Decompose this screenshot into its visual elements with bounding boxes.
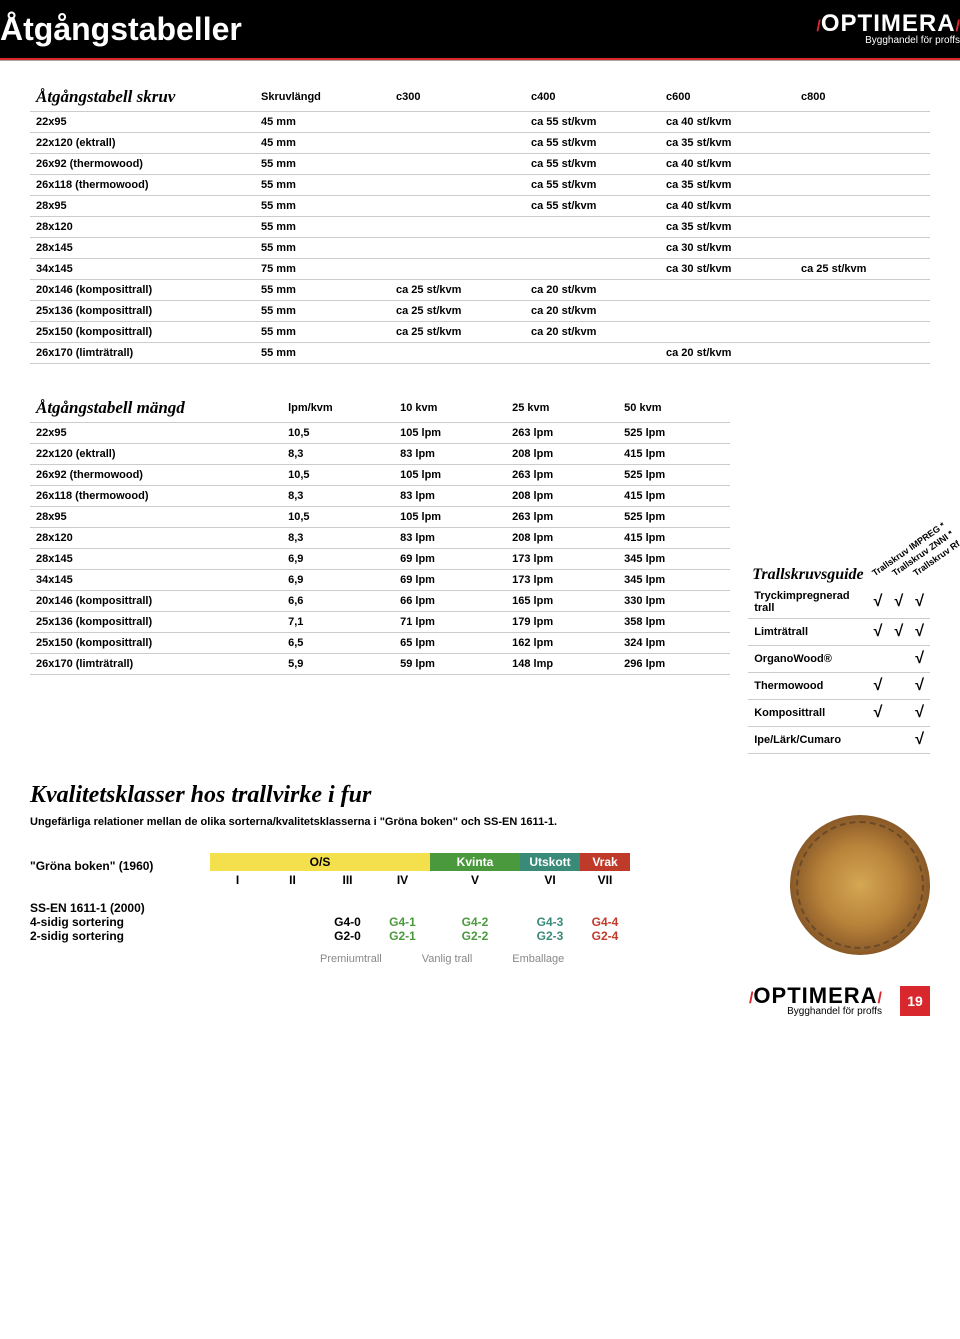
page-footer: /OPTIMERA/ Bygghandel för proffs 19 — [30, 985, 930, 1017]
table-row: 28x9510,5105 lpm263 lpm525 lpm — [30, 507, 730, 528]
table-row: 22x120 (ektrall)8,383 lpm208 lpm415 lpm — [30, 444, 730, 465]
screw-guide: TrallskruvsguideTrallskruv IMPREG *Trall… — [748, 394, 930, 754]
grona-label: "Gröna boken" (1960) — [30, 859, 210, 873]
cert-stamp-icon — [790, 815, 930, 955]
table-row: 28x1456,969 lpm173 lpm345 lpm — [30, 549, 730, 570]
page-title: Åtgångstabeller — [0, 11, 242, 48]
table-row: 25x136 (komposittrall)7,171 lpm179 lpm35… — [30, 612, 730, 633]
table-row: 26x170 (limträtrall)55 mmca 20 st/kvm — [30, 343, 930, 364]
table-row: 25x150 (komposittrall)6,565 lpm162 lpm32… — [30, 633, 730, 654]
page-number: 19 — [900, 986, 930, 1016]
table-row: 20x146 (komposittrall)6,666 lpm165 lpm33… — [30, 591, 730, 612]
page-header: Åtgångstabeller /OPTIMERA/ Bygghandel fö… — [0, 0, 960, 58]
table-row: 34x1456,969 lpm173 lpm345 lpm — [30, 570, 730, 591]
table-row: 20x146 (komposittrall)55 mmca 25 st/kvmc… — [30, 280, 930, 301]
roman-row: IIIIIIIVVVIVII — [210, 873, 630, 887]
table-row: 22x9510,5105 lpm263 lpm525 lpm — [30, 423, 730, 444]
quality-section: Kvalitetsklasser hos trallvirke i fur Un… — [30, 782, 930, 965]
guide-row: Tryckimpregnerad trall√√√ — [748, 586, 930, 619]
table-row: 26x118 (thermowood)8,383 lpm208 lpm415 l… — [30, 486, 730, 507]
guide-row: Ipe/Lärk/Cumaro√ — [748, 727, 930, 754]
guide-row: Thermowood√√ — [748, 673, 930, 700]
table-row: 28x9555 mmca 55 st/kvmca 40 st/kvm — [30, 196, 930, 217]
screw-table: Åtgångstabell skruvSkruvlängdc300c400c60… — [30, 83, 930, 364]
table-row: 25x150 (komposittrall)55 mmca 25 st/kvmc… — [30, 322, 930, 343]
table-row: 28x12055 mmca 35 st/kvm — [30, 217, 930, 238]
table-row: 25x136 (komposittrall)55 mmca 25 st/kvmc… — [30, 301, 930, 322]
slash-icon: / — [878, 990, 882, 1007]
slash-icon: / — [956, 18, 960, 35]
table-row: 28x14555 mmca 30 st/kvm — [30, 238, 930, 259]
table-row: 26x118 (thermowood)55 mmca 55 st/kvmca 3… — [30, 175, 930, 196]
amount-table: Åtgångstabell mängdlpm/kvm10 kvm25 kvm50… — [30, 394, 730, 675]
table-row: 26x92 (thermowood)10,5105 lpm263 lpm525 … — [30, 465, 730, 486]
table-row: 26x92 (thermowood)55 mmca 55 st/kvmca 40… — [30, 154, 930, 175]
ssen-label: SS-EN 1611-1 (2000) — [30, 901, 210, 915]
table-row: 22x9545 mmca 55 st/kvmca 40 st/kvm — [30, 112, 930, 133]
guide-row: OrganoWood®√ — [748, 646, 930, 673]
brand-logo: /OPTIMERA/ Bygghandel för proffs — [816, 12, 960, 46]
quality-subtitle: Ungefärliga relationer mellan de olika s… — [30, 815, 770, 829]
table-row: 22x120 (ektrall)45 mmca 55 st/kvmca 35 s… — [30, 133, 930, 154]
guide-row: Limträtrall√√√ — [748, 619, 930, 646]
guide-row: Komposittrall√√ — [748, 700, 930, 727]
bottom-labels: PremiumtrallVanlig trallEmballage — [320, 953, 564, 965]
table-row: 28x1208,383 lpm208 lpm415 lpm — [30, 528, 730, 549]
quality-title: Kvalitetsklasser hos trallvirke i fur — [30, 782, 930, 809]
grade-bar: O/SKvintaUtskottVrak — [210, 853, 770, 871]
brand-name-footer: OPTIMERA — [753, 983, 877, 1008]
divider-thin — [0, 60, 960, 61]
brand-name: OPTIMERA — [821, 10, 956, 37]
table-row: 34x14575 mmca 30 st/kvmca 25 st/kvm — [30, 259, 930, 280]
brand-tagline: Bygghandel för proffs — [816, 36, 960, 46]
table-row: 26x170 (limträtrall)5,959 lpm148 lmp296 … — [30, 654, 730, 675]
brand-tagline-footer: Bygghandel för proffs — [749, 1007, 882, 1017]
